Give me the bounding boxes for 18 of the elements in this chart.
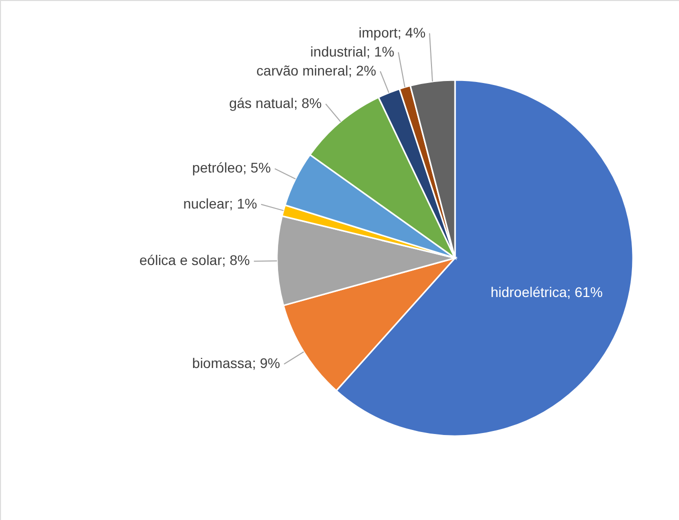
slice-label: nuclear bbox=[183, 195, 230, 212]
data-label: ; 2% bbox=[348, 62, 376, 78]
slice-label: gás natual bbox=[229, 94, 294, 111]
slice-label: biomassa bbox=[192, 355, 252, 372]
data-label: ; 8% bbox=[294, 94, 322, 111]
data-label: ; 1% bbox=[366, 43, 394, 60]
data-label: ; 9% bbox=[252, 355, 280, 372]
slice-label: industrial bbox=[310, 43, 366, 60]
slice-label: carvão mineral bbox=[256, 62, 348, 78]
data-label: ; 4% bbox=[398, 24, 426, 40]
data-label: ; 5% bbox=[242, 160, 271, 176]
slice-label: eólica e solar bbox=[139, 252, 222, 268]
data-label: ; 61% bbox=[566, 284, 603, 300]
slice-label: petróleo bbox=[192, 160, 243, 176]
data-label: ; 8% bbox=[222, 252, 250, 268]
slice-label: import bbox=[358, 24, 398, 40]
data-label: ; 1% bbox=[229, 195, 258, 212]
slice-label: hidroelétrica bbox=[490, 284, 568, 300]
